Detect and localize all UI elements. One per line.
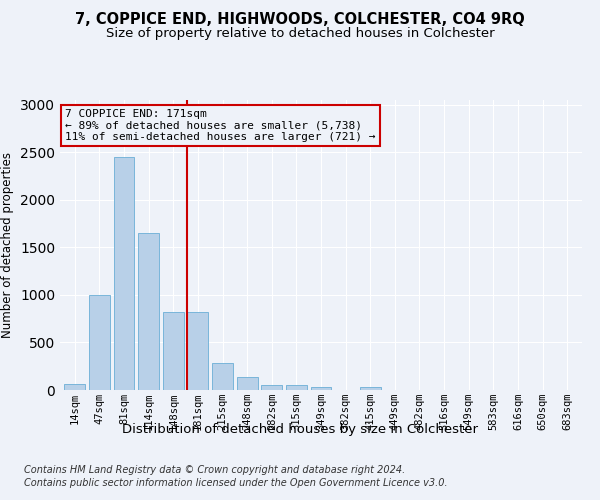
Bar: [138, 233, 159, 390]
Bar: [360, 387, 381, 390]
Text: Contains HM Land Registry data © Crown copyright and database right 2024.: Contains HM Land Registry data © Crown c…: [24, 465, 405, 475]
Text: Size of property relative to detached houses in Colchester: Size of property relative to detached ho…: [106, 28, 494, 40]
Bar: [212, 364, 233, 390]
Y-axis label: Number of detached properties: Number of detached properties: [1, 152, 14, 338]
Text: 7, COPPICE END, HIGHWOODS, COLCHESTER, CO4 9RQ: 7, COPPICE END, HIGHWOODS, COLCHESTER, C…: [75, 12, 525, 28]
Text: 7 COPPICE END: 171sqm
← 89% of detached houses are smaller (5,738)
11% of semi-d: 7 COPPICE END: 171sqm ← 89% of detached …: [65, 108, 376, 142]
Bar: [286, 385, 307, 390]
Bar: [311, 387, 331, 390]
Bar: [64, 384, 85, 390]
Bar: [236, 376, 257, 390]
Bar: [113, 157, 134, 390]
Text: Distribution of detached houses by size in Colchester: Distribution of detached houses by size …: [122, 422, 478, 436]
Bar: [89, 295, 110, 390]
Bar: [261, 385, 282, 390]
Bar: [163, 312, 184, 390]
Bar: [187, 312, 208, 390]
Text: Contains public sector information licensed under the Open Government Licence v3: Contains public sector information licen…: [24, 478, 448, 488]
